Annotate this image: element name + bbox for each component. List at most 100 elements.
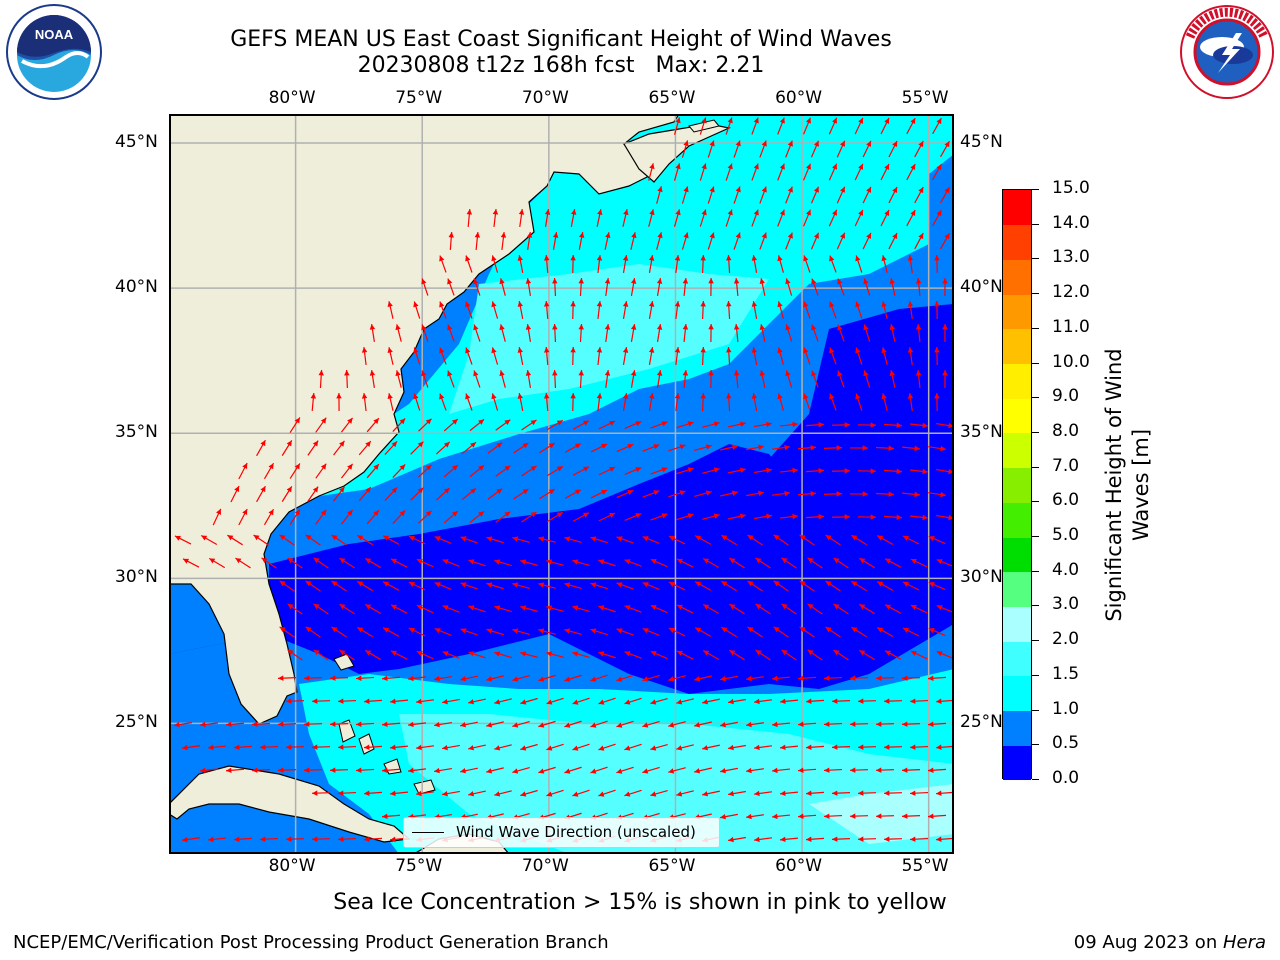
- wind-wave-arrowhead: [668, 768, 675, 774]
- colorbar-tick-label: 14.0: [1052, 212, 1090, 233]
- wind-wave-arrowhead: [773, 534, 780, 541]
- wind-wave-arrowhead: [759, 370, 765, 376]
- wind-wave-arrowhead: [803, 301, 809, 308]
- wind-wave-arrowhead: [649, 209, 655, 216]
- wind-wave-arrowhead: [365, 650, 372, 656]
- wind-wave-arrowhead: [910, 558, 917, 564]
- wind-wave-arrowhead: [708, 370, 714, 376]
- wind-wave-arrowhead: [556, 512, 563, 518]
- wind-wave-arrowhead: [831, 209, 837, 216]
- wind-wave-arrowhead: [546, 605, 553, 611]
- wind-wave-arrowhead: [863, 370, 869, 377]
- colorbar-tick: [1032, 362, 1039, 364]
- wind-wave-arrowhead: [383, 581, 390, 587]
- wind-wave-arrowhead: [773, 626, 780, 633]
- wind-wave-arrowhead: [604, 370, 611, 376]
- wind-wave-arrowhead: [766, 513, 772, 520]
- wind-wave-arrowhead: [910, 790, 916, 796]
- wind-wave-arrowhead: [876, 721, 882, 727]
- wind-wave-arrowhead: [870, 422, 876, 428]
- wind-wave-arrowhead: [425, 510, 432, 517]
- colorbar-cell: [1003, 710, 1031, 746]
- colorbar-cell: [1003, 675, 1031, 712]
- wind-wave-arrowhead: [582, 512, 589, 518]
- wind-wave-arrowhead: [226, 767, 232, 774]
- wind-wave-arrowhead: [780, 836, 786, 843]
- wind-wave-arrowhead: [650, 651, 657, 657]
- wind-wave-arrowhead: [777, 393, 783, 400]
- wind-wave-arrowhead: [520, 699, 527, 705]
- colorbar-tick-label: 1.0: [1052, 698, 1080, 719]
- colorbar-tick: [1032, 397, 1039, 399]
- wind-wave-arrowhead: [596, 255, 603, 261]
- wind-wave-arrowhead: [858, 790, 864, 796]
- wind-wave-arrowhead: [683, 186, 689, 193]
- colorbar-cell: [1003, 294, 1031, 330]
- wind-wave-arrowhead: [526, 232, 533, 238]
- wind-wave-arrowhead: [870, 468, 876, 474]
- wind-wave-arrowhead: [888, 491, 894, 497]
- wave-band-0_0-central: [269, 444, 859, 644]
- wind-wave-arrowhead: [268, 463, 274, 470]
- wind-wave-arrowhead: [682, 278, 689, 284]
- wind-wave-arrowhead: [442, 744, 448, 751]
- wind-wave-arrowhead: [235, 558, 242, 564]
- colorbar-tick-label: 1.5: [1052, 663, 1080, 684]
- colorbar-cell: [1003, 571, 1031, 607]
- lat-label-left: 35°N: [115, 422, 158, 443]
- wind-wave-arrowhead: [338, 790, 344, 796]
- wind-wave-arrowhead: [478, 511, 485, 517]
- wind-wave-arrowhead: [798, 767, 804, 773]
- wind-wave-arrowhead: [855, 301, 861, 308]
- wind-wave-arrowhead: [881, 393, 887, 400]
- wind-wave-arrowhead: [494, 699, 501, 705]
- wind-wave-arrowhead: [520, 559, 527, 565]
- wind-wave-arrowhead: [320, 509, 327, 516]
- colorbar-cell: [1003, 502, 1031, 538]
- wind-wave-arrowhead: [674, 301, 681, 307]
- wind-wave-arrowhead: [928, 813, 934, 819]
- wave-band-0_0-east: [829, 304, 952, 454]
- wind-wave-arrowhead: [721, 535, 728, 541]
- wind-wave-arrowhead: [364, 744, 370, 750]
- wind-wave-arrowhead: [442, 605, 449, 611]
- lon-label-top: 70°W: [521, 88, 569, 108]
- wind-wave-arrowhead: [373, 464, 379, 471]
- lat-label-left: 45°N: [115, 132, 158, 153]
- wind-wave-arrowhead: [851, 535, 858, 541]
- wind-wave-arrowhead: [676, 558, 683, 564]
- wind-wave-arrowhead: [726, 301, 732, 307]
- wind-wave-arrowhead: [312, 790, 318, 796]
- wind-wave-arrowhead: [590, 536, 597, 542]
- map-panel[interactable]: [169, 114, 954, 854]
- wind-wave-arrowhead: [907, 393, 914, 399]
- wind-wave-arrowhead: [416, 744, 422, 751]
- wind-wave-arrowhead: [713, 513, 720, 519]
- wind-wave-arrowhead: [347, 509, 353, 516]
- wind-wave-arrowhead: [735, 186, 741, 193]
- wind-wave-arrowhead: [687, 467, 694, 473]
- wind-wave-arrowhead: [902, 581, 909, 587]
- wind-wave-arrowhead: [544, 209, 551, 215]
- wind-wave-arrowhead: [934, 301, 940, 307]
- wind-wave-arrowhead: [408, 535, 415, 541]
- wind-wave-arrowhead: [421, 370, 427, 377]
- wind-wave-arrowhead: [944, 141, 950, 148]
- wind-wave-arrowhead: [468, 791, 475, 797]
- wind-wave-arrowhead: [720, 721, 726, 728]
- wind-wave-arrowhead: [344, 370, 350, 376]
- wind-wave-arrowhead: [556, 466, 563, 472]
- sea-ice-note: Sea Ice Concentration > 15% is shown in …: [333, 890, 947, 915]
- wind-wave-arrowhead: [525, 324, 532, 330]
- wind-wave-arrowhead: [747, 581, 754, 587]
- wind-wave-arrowhead: [721, 627, 728, 633]
- wind-wave-arrowhead: [596, 347, 603, 353]
- wind-wave-arrowhead: [604, 278, 611, 284]
- colorbar-tick: [1032, 327, 1039, 329]
- wind-wave-arrowhead: [761, 140, 767, 147]
- wind-wave-arrowhead: [910, 164, 916, 171]
- wind-wave-arrowhead: [434, 582, 441, 588]
- wind-wave-arrowhead: [357, 535, 364, 541]
- wind-wave-arrowhead: [813, 140, 819, 147]
- wind-wave-arrowhead: [590, 768, 597, 774]
